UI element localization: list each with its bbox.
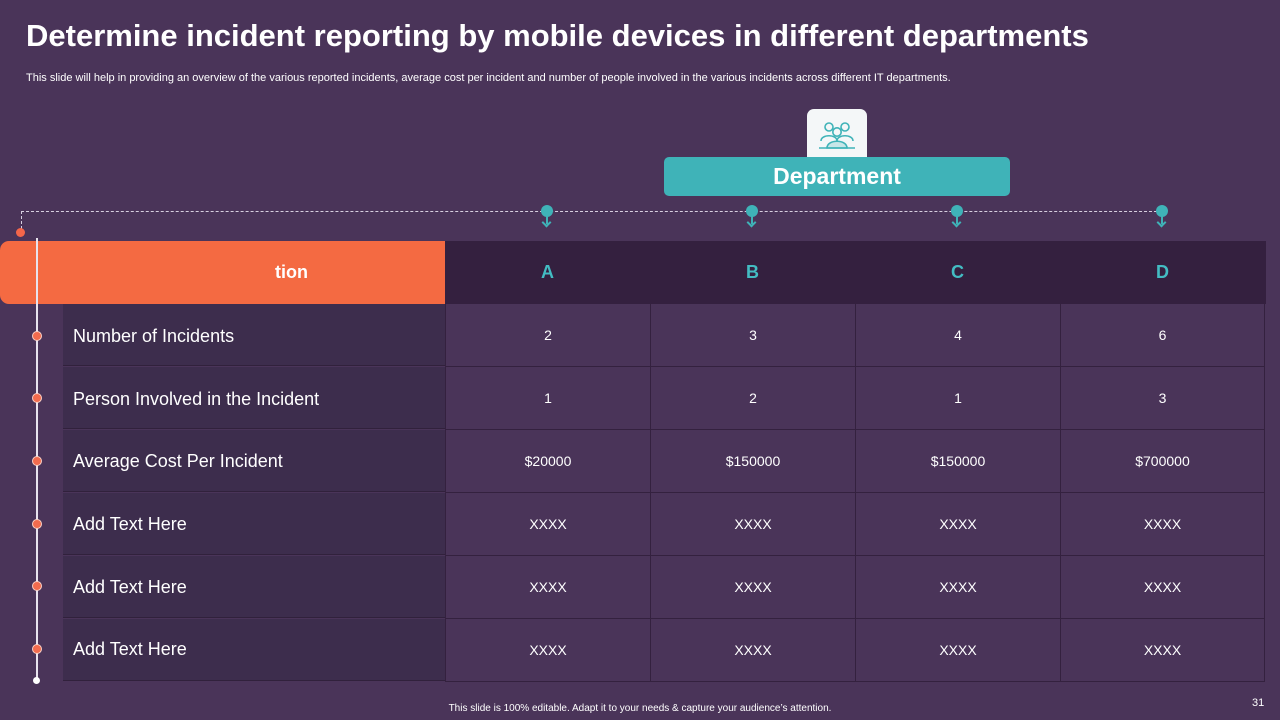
department-icon-box xyxy=(807,109,867,161)
table-header-columns xyxy=(445,241,1266,304)
table-cell: 1 xyxy=(855,367,1060,430)
table-cell: XXXX xyxy=(650,556,855,619)
department-label: Department xyxy=(664,157,1010,196)
row-label: Average Cost Per Incident xyxy=(73,451,283,471)
table-cell: XXXX xyxy=(445,619,650,682)
column-header-c: C xyxy=(951,262,964,282)
row-bullet-dot xyxy=(32,519,42,529)
row-bullet-dot xyxy=(32,331,42,341)
row-label: Number of Incidents xyxy=(73,326,235,346)
column-header-a: A xyxy=(541,262,554,282)
column-d-marker xyxy=(1156,205,1168,229)
row-bullet-dot xyxy=(32,644,42,654)
table-header-first-cell xyxy=(0,241,445,304)
table-row xyxy=(63,430,445,492)
connector-dashed-line xyxy=(21,211,1162,212)
table-cell: 2 xyxy=(650,367,855,430)
footer-note: This slide is 100% editable. Adapt it to… xyxy=(448,703,832,714)
row-label: Person Involved in the Incident xyxy=(73,389,320,409)
column-a-marker xyxy=(541,205,553,229)
table-header-first-label: tion xyxy=(275,262,308,282)
table-cell: XXXX xyxy=(445,556,650,619)
row-label: Add Text Here xyxy=(73,639,187,659)
table-cell: 3 xyxy=(1060,367,1265,430)
table-cell: XXXX xyxy=(650,493,855,556)
column-header-b: B xyxy=(746,262,759,282)
row-label: Add Text Here xyxy=(73,514,187,534)
slide-title: Determine incident reporting by mobile d… xyxy=(26,18,1089,53)
table-cell: $150000 xyxy=(650,430,855,493)
table-cell: $150000 xyxy=(855,430,1060,493)
table-cell: XXXX xyxy=(445,493,650,556)
page-number: 31 xyxy=(1252,697,1265,709)
table-cell: XXXX xyxy=(1060,556,1265,619)
table-row xyxy=(63,304,445,366)
table-row xyxy=(63,619,445,681)
row-bullet-dot xyxy=(32,581,42,591)
table-cell: 4 xyxy=(855,304,1060,367)
people-group-icon xyxy=(819,122,855,149)
column-header-d: D xyxy=(1156,262,1169,282)
table-cell: 3 xyxy=(650,304,855,367)
table-cell: XXXX xyxy=(855,556,1060,619)
row-label: Add Text Here xyxy=(73,577,187,597)
table-row xyxy=(63,367,445,429)
table-cell: XXXX xyxy=(650,619,855,682)
column-b-marker xyxy=(746,205,758,229)
row-bullet-dot xyxy=(32,456,42,466)
table-cell: 6 xyxy=(1060,304,1265,367)
slide-subtitle: This slide will help in providing an ove… xyxy=(26,72,951,84)
table-cell: $20000 xyxy=(445,430,650,493)
connector-start-dot xyxy=(16,228,25,237)
table-row xyxy=(63,556,445,618)
table-cell: XXXX xyxy=(1060,619,1265,682)
row-bullet-dot xyxy=(32,393,42,403)
table-cell: 1 xyxy=(445,367,650,430)
column-c-marker xyxy=(951,205,963,229)
connector-dashed-line-left xyxy=(21,211,22,234)
table-cell: $700000 xyxy=(1060,430,1265,493)
table-cell: XXXX xyxy=(855,493,1060,556)
table-cell: XXXX xyxy=(1060,493,1265,556)
table-row xyxy=(63,493,445,555)
table-cell: 2 xyxy=(445,304,650,367)
timeline-end-dot xyxy=(33,677,40,684)
table-cell: XXXX xyxy=(855,619,1060,682)
